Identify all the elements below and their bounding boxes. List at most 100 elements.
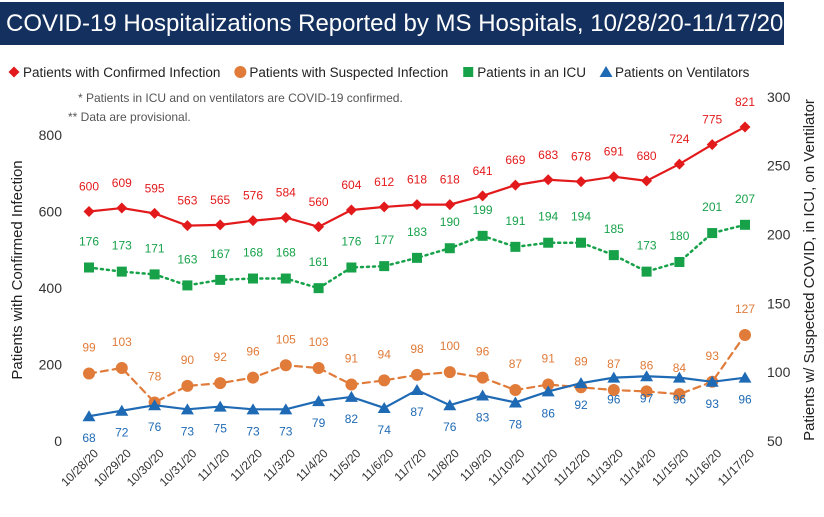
data-point-square (510, 241, 521, 252)
data-label: 199 (473, 203, 493, 217)
data-label: 76 (148, 420, 162, 434)
data-point-square (740, 219, 750, 230)
data-point-square (280, 273, 291, 284)
data-label: 563 (177, 194, 197, 208)
data-point-triangle (82, 410, 96, 422)
data-point-diamond (444, 199, 456, 211)
data-point-circle (214, 377, 227, 390)
data-point-circle (247, 371, 259, 384)
data-label: 105 (276, 332, 296, 346)
data-point-square (641, 266, 652, 277)
data-label: 73 (246, 424, 260, 438)
legend-entry: Patients with Suspected Infection (249, 65, 448, 80)
series-circle: 99 103 78 90 92 96 105 103 91 94 98 100 96 87 91 89 87 86… (82, 302, 755, 409)
data-point-triangle (344, 390, 358, 402)
data-label: 79 (312, 416, 326, 430)
data-label: 82 (345, 412, 359, 426)
data-point-triangle (476, 389, 490, 401)
x-tick-label: 11/8/20 (424, 446, 462, 484)
data-point-triangle (410, 384, 424, 396)
data-label: 600 (79, 180, 99, 194)
data-point-diamond (706, 139, 718, 151)
y-left-tick-label: 0 (54, 433, 62, 449)
data-label: 173 (637, 239, 657, 253)
data-point-triangle (443, 399, 457, 411)
data-point-square (346, 262, 357, 273)
x-tick-label: 11/6/20 (359, 446, 397, 484)
data-label: 584 (276, 186, 296, 200)
data-label: 724 (669, 132, 689, 146)
y-right-tick-label: 150 (767, 295, 791, 311)
data-point-triangle (279, 403, 293, 415)
data-point-square (543, 237, 554, 248)
data-label: 171 (145, 241, 165, 255)
data-label: 163 (177, 252, 197, 266)
data-point-diamond (542, 174, 554, 186)
data-label: 103 (112, 335, 132, 349)
data-label: 177 (374, 233, 394, 247)
y-right-tick-label: 250 (767, 158, 791, 174)
data-point-square (707, 228, 718, 239)
data-point-diamond (313, 221, 325, 233)
data-point-circle (739, 328, 751, 341)
data-point-diamond (345, 204, 357, 216)
data-point-square (674, 256, 685, 267)
data-label: 565 (210, 193, 230, 207)
data-label: 641 (473, 164, 493, 178)
data-point-square (84, 262, 94, 273)
data-label: 76 (443, 420, 457, 434)
data-label: 87 (509, 357, 523, 371)
data-label: 90 (181, 353, 195, 367)
data-label: 176 (341, 234, 361, 248)
axes: 0 200 400 600 800 50 100 150 200 250 300 Patients w… (9, 89, 818, 489)
data-label: 93 (706, 397, 720, 411)
data-point-square (444, 243, 455, 254)
data-point-triangle (508, 396, 522, 408)
x-tick-label: 11/7/20 (392, 446, 430, 484)
data-point-diamond (214, 219, 226, 231)
data-label: 194 (538, 210, 558, 224)
legend-entry: Patients on Ventilators (615, 65, 750, 80)
data-point-triangle (574, 377, 588, 389)
x-tick-label: 11/10/20 (485, 446, 528, 489)
series-triangle: 68 72 76 73 75 73 73 79 82 74 87 76 83 78 86 92 96 97 96 93… (82, 370, 752, 445)
data-point-triangle (738, 371, 752, 383)
data-point-square (608, 250, 619, 261)
data-label: 127 (735, 302, 755, 316)
data-label: 100 (440, 339, 460, 353)
data-label: 194 (571, 210, 591, 224)
data-point-square (149, 269, 160, 280)
data-point-circle (476, 371, 489, 384)
data-label: 89 (574, 354, 588, 368)
data-label: 191 (505, 214, 525, 228)
data-point-circle (279, 359, 292, 372)
data-point-triangle (705, 375, 719, 387)
data-point-diamond (181, 220, 193, 232)
data-point-triangle (640, 370, 654, 382)
data-point-circle (83, 367, 95, 380)
data-point-circle (378, 374, 391, 387)
data-point-triangle (180, 403, 194, 415)
x-tick-label: 11/2/20 (228, 446, 266, 484)
data-point-circle (345, 378, 358, 391)
data-point-square (248, 273, 258, 284)
data-label: 91 (345, 352, 359, 366)
y-right-tick-label: 200 (767, 226, 791, 242)
data-point-diamond (739, 121, 751, 133)
data-point-circle (673, 388, 686, 401)
data-label: 96 (738, 393, 752, 407)
data-label: 669 (505, 153, 525, 167)
data-label: 83 (476, 411, 490, 425)
data-point-square (463, 67, 474, 77)
data-point-circle (312, 362, 325, 375)
data-point-diamond (378, 201, 390, 213)
data-label: 68 (82, 431, 96, 445)
y-left-tick-label: 400 (39, 280, 63, 296)
data-point-diamond (83, 206, 95, 217)
data-label: 691 (604, 145, 624, 159)
data-label: 612 (374, 175, 394, 189)
data-point-square (477, 230, 488, 241)
data-point-triangle (213, 400, 227, 412)
data-label: 201 (702, 200, 722, 214)
y-right-tick-label: 50 (767, 433, 783, 449)
